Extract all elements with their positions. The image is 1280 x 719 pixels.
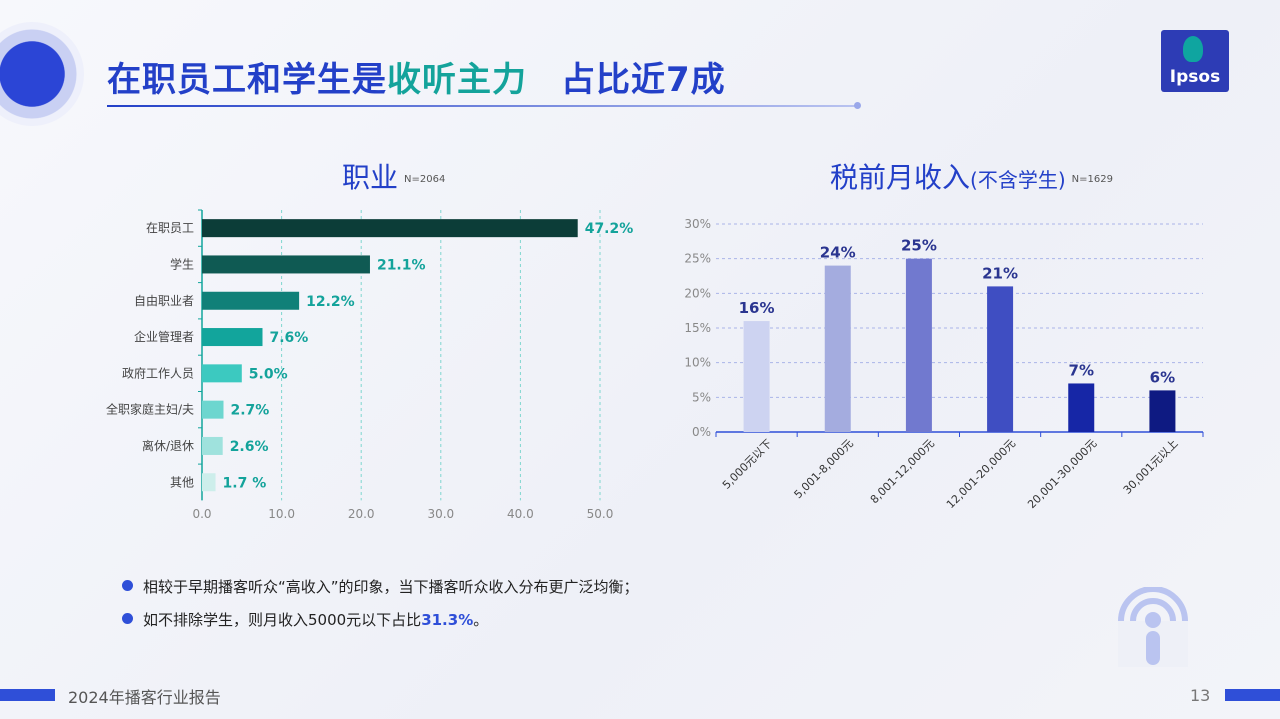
data-label: 21.1%: [377, 257, 426, 273]
data-label: 1.7 %: [223, 475, 267, 491]
data-label: 7.6%: [269, 330, 308, 346]
bar: [202, 255, 370, 274]
x-tick-label: 0.0: [192, 507, 211, 521]
title-part-3: 占比近7成: [561, 60, 726, 100]
x-tick-label: 12,001-20,000元: [944, 437, 1018, 511]
income-title-text: 税前月收入: [830, 161, 971, 194]
decorative-circle: [0, 22, 84, 126]
x-tick-label: 8,001-12,000元: [868, 437, 937, 506]
bullet-2-highlight: 31.3%: [421, 611, 474, 629]
income-chart-title: 税前月收入(不含学生) N=1629: [830, 156, 1113, 196]
bar: [743, 321, 770, 432]
data-label: 6%: [1150, 368, 1175, 386]
occupation-title-text: 职业: [342, 161, 399, 194]
category-label: 政府工作人员: [122, 365, 194, 380]
category-label: 企业管理者: [134, 329, 194, 344]
bullet-1: 相较于早期播客听众“高收入”的印象，当下播客听众收入分布更广泛均衡；: [122, 576, 639, 597]
ipsos-logo: Ipsos: [1161, 30, 1229, 92]
data-label: 16%: [739, 299, 775, 317]
logo-bulb-icon: [1183, 36, 1203, 62]
title-part-1: 在职员工和学生是: [107, 60, 387, 100]
category-label: 学生: [170, 256, 194, 271]
data-label: 24%: [820, 244, 856, 262]
bar: [824, 265, 851, 432]
bar: [202, 291, 300, 310]
logo-text: Ipsos: [1169, 67, 1221, 87]
bullet-2-suffix: 。: [473, 611, 489, 629]
data-label: 12.2%: [306, 294, 355, 310]
podcast-icon: [1118, 587, 1188, 667]
bar: [202, 400, 224, 419]
category-label: 在职员工: [146, 221, 194, 235]
x-tick-label: 20,001-30,000元: [1025, 437, 1099, 511]
title-part-2: 收听主力: [387, 60, 527, 100]
page-number: 13: [1190, 686, 1211, 705]
x-tick-label: 30,001元以上: [1121, 437, 1181, 497]
data-label: 5.0%: [249, 366, 288, 382]
footer-bar-left: [0, 689, 55, 701]
y-tick-label: 0%: [692, 425, 711, 439]
bar: [202, 219, 578, 238]
data-label: 7%: [1069, 361, 1094, 379]
category-label: 全职家庭主妇/夫: [106, 402, 194, 417]
x-tick-label: 5,000元以下: [720, 437, 775, 492]
bar: [905, 258, 932, 432]
footer-bar-right: [1225, 689, 1280, 701]
income-subtitle: (不含学生): [970, 168, 1066, 192]
bar: [202, 436, 223, 455]
bullet-2: 如不排除学生，则月收入5000元以下占比31.3%。: [122, 609, 488, 630]
bar: [1068, 383, 1095, 432]
y-tick-label: 5%: [692, 390, 711, 404]
y-tick-label: 30%: [684, 217, 711, 231]
x-tick-label: 50.0: [587, 507, 614, 521]
bullet-2-text: 如不排除学生，则月收入5000元以下占比: [143, 611, 422, 629]
category-label: 离休/退休: [142, 438, 194, 453]
data-label: 21%: [982, 264, 1018, 282]
footer-report-title: 2024年播客行业报告: [68, 688, 221, 707]
occupation-sample-size: N=2064: [404, 173, 446, 185]
x-tick-label: 40.0: [507, 507, 534, 521]
data-label: 47.2%: [585, 221, 634, 237]
x-tick-label: 10.0: [268, 507, 295, 521]
data-label: 2.7%: [230, 403, 269, 419]
x-tick-label: 20.0: [348, 507, 375, 521]
data-label: 2.6%: [230, 439, 269, 455]
title-underline: [107, 105, 857, 107]
category-label: 自由职业者: [134, 294, 194, 308]
bar: [202, 364, 242, 383]
x-tick-label: 30.0: [427, 507, 454, 521]
data-label: 25%: [901, 237, 937, 255]
page-title: 在职员工和学生是收听主力 占比近7成: [107, 52, 726, 101]
occupation-chart-title: 职业 N=2064: [342, 156, 445, 196]
title-underline-dot: [854, 102, 861, 109]
bullet-1-text: 相较于早期播客听众“高收入”的印象，当下播客听众收入分布更广泛均衡；: [143, 578, 639, 596]
y-tick-label: 10%: [684, 356, 711, 370]
y-tick-label: 20%: [684, 286, 711, 300]
y-tick-label: 15%: [684, 321, 711, 335]
bar: [1149, 390, 1176, 432]
category-label: 其他: [170, 475, 194, 489]
bar: [987, 286, 1014, 432]
bar: [202, 473, 216, 492]
bullet-dot: [122, 613, 133, 624]
x-tick-label: 5,001-8,000元: [792, 437, 856, 501]
income-sample-size: N=1629: [1071, 173, 1113, 185]
bullet-dot: [122, 580, 133, 591]
bar: [202, 328, 263, 347]
y-tick-label: 25%: [684, 252, 711, 266]
